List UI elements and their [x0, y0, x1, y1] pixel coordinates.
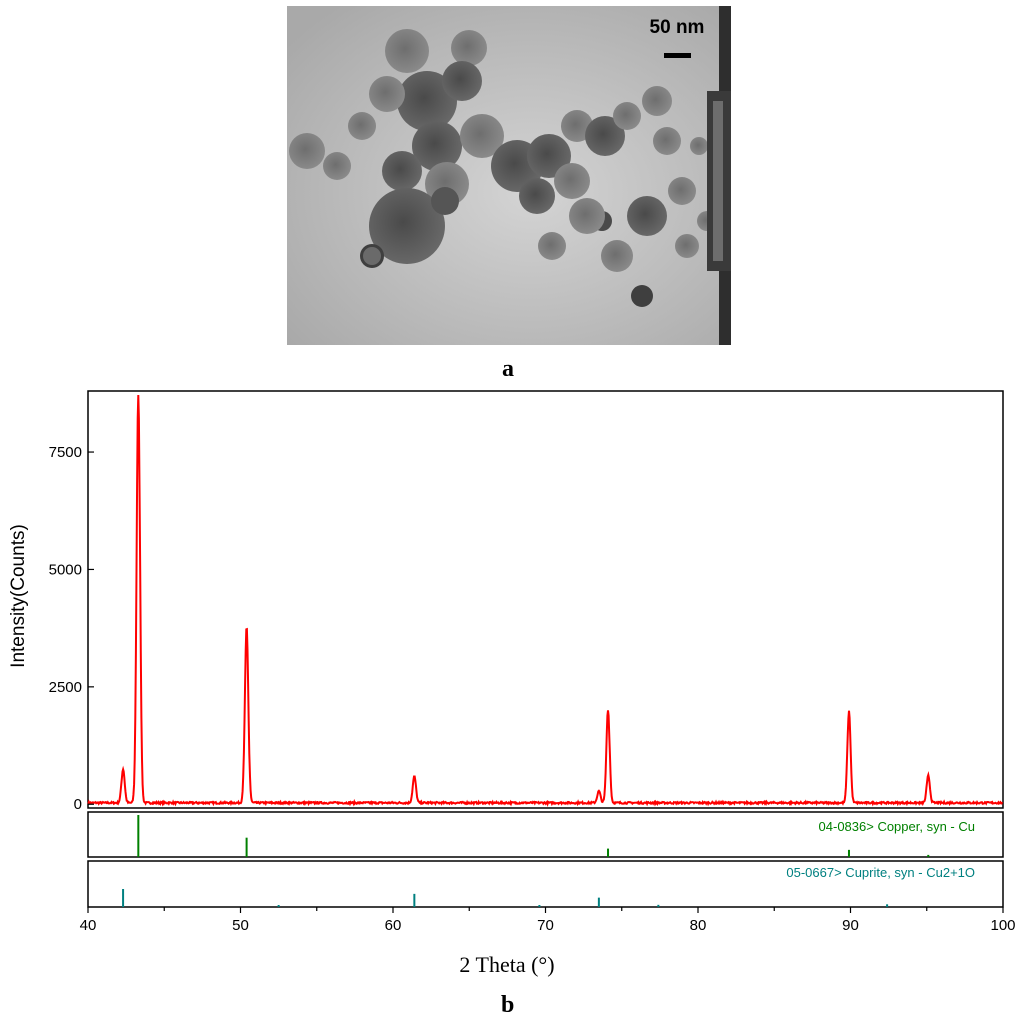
x-tick-label: 80 — [690, 917, 707, 934]
y-tick-label: 2500 — [49, 679, 82, 696]
panel-label-b: b — [501, 992, 515, 1018]
tem-micrograph: 50 nm — [287, 6, 731, 345]
cuprite-reference-label: 05-0667> Cuprite, syn - Cu2+1O — [786, 865, 975, 880]
y-tick-label: 7500 — [49, 444, 82, 461]
xrd-main-plot: 0 2500 5000 7500 Intensity(Counts) — [8, 390, 1004, 813]
x-tick-label: 90 — [842, 917, 859, 934]
y-tick-label: 0 — [74, 796, 82, 813]
x-tick-label: 50 — [232, 917, 249, 934]
x-tick-label: 100 — [990, 917, 1015, 934]
copper-reference-panel: 04-0836> Copper, syn - Cu — [87, 811, 1004, 858]
x-tick-label: 60 — [385, 917, 402, 934]
scale-bar — [664, 53, 691, 58]
copper-reference-frame — [87, 811, 1004, 858]
copper-reference-label: 04-0836> Copper, syn - Cu — [819, 819, 975, 834]
x-tick-label: 70 — [537, 917, 554, 934]
nanoparticle-cluster — [289, 29, 717, 307]
scale-bar-label: 50 nm — [650, 17, 705, 38]
panel-label-a: a — [502, 356, 514, 382]
xrd-chart: 0 2500 5000 7500 Intensity(Counts) 04-0836>… — [8, 390, 1016, 977]
cuprite-reference-panel: 05-0667> Cuprite, syn - Cu2+1O — [87, 860, 1004, 908]
main-plot-frame — [87, 390, 1004, 809]
diffraction-pattern-line — [87, 394, 1004, 807]
x-axis-title: 2 Theta (°) — [459, 952, 554, 977]
x-tick-label: 40 — [80, 917, 97, 934]
y-tick-label: 5000 — [49, 561, 82, 578]
y-axis-title: Intensity(Counts) — [8, 524, 29, 668]
